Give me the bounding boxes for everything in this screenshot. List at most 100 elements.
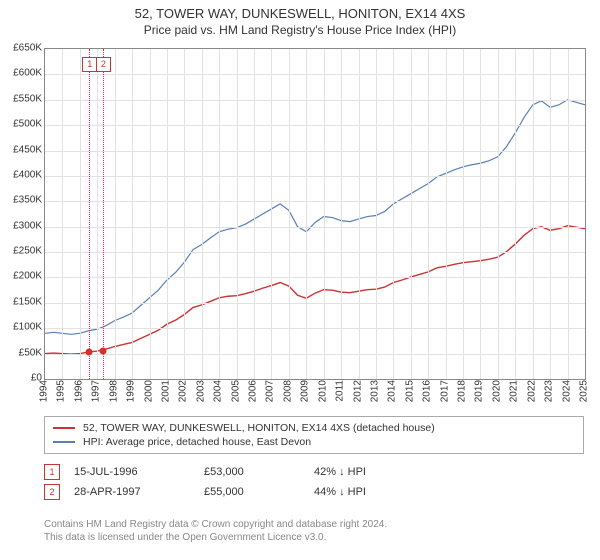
x-tick-label: 1998 <box>108 380 119 402</box>
gridline-v <box>376 49 377 379</box>
gridline-v <box>271 49 272 379</box>
gridline-h <box>45 227 585 228</box>
gridline-v <box>393 49 394 379</box>
marker-guideline <box>103 49 104 379</box>
y-tick-label: £200K <box>2 271 42 282</box>
gridline-v <box>428 49 429 379</box>
gridline-v <box>341 49 342 379</box>
sale-index-box: 1 <box>44 464 60 480</box>
sale-delta: 44% ↓ HPI <box>314 486 454 498</box>
x-tick-label: 2001 <box>160 380 171 402</box>
legend-row: 52, TOWER WAY, DUNKESWELL, HONITON, EX14… <box>53 421 575 435</box>
gridline-v <box>237 49 238 379</box>
x-tick-label: 1995 <box>56 380 67 402</box>
x-tick-label: 2021 <box>509 380 520 402</box>
gridline-v <box>202 49 203 379</box>
chart-subtitle: Price paid vs. HM Land Registry's House … <box>0 23 600 37</box>
y-tick-label: £500K <box>2 119 42 130</box>
chart-title: 52, TOWER WAY, DUNKESWELL, HONITON, EX14… <box>0 6 600 21</box>
y-tick-label: £450K <box>2 144 42 155</box>
series-line <box>45 100 585 335</box>
series-line <box>45 226 585 354</box>
footer-copyright: Contains HM Land Registry data © Crown c… <box>44 518 584 531</box>
gridline-h <box>45 277 585 278</box>
x-tick-label: 2017 <box>439 380 450 402</box>
y-tick-label: £100K <box>2 322 42 333</box>
x-tick-label: 2000 <box>143 380 154 402</box>
x-tick-label: 2015 <box>404 380 415 402</box>
sale-index-box: 2 <box>44 484 60 500</box>
sale-date: 15-JUL-1996 <box>74 466 204 478</box>
x-tick-label: 2019 <box>474 380 485 402</box>
footer: Contains HM Land Registry data © Crown c… <box>44 518 584 544</box>
gridline-h <box>45 328 585 329</box>
gridline-v <box>568 49 569 379</box>
x-tick-label: 2005 <box>230 380 241 402</box>
x-tick-label: 2016 <box>422 380 433 402</box>
x-tick-label: 2023 <box>544 380 555 402</box>
sale-records: 115-JUL-1996£53,00042% ↓ HPI228-APR-1997… <box>44 462 584 502</box>
gridline-v <box>463 49 464 379</box>
y-tick-label: £650K <box>2 43 42 54</box>
gridline-h <box>45 201 585 202</box>
x-tick-label: 2022 <box>526 380 537 402</box>
x-tick-label: 2002 <box>178 380 189 402</box>
gridline-h <box>45 354 585 355</box>
gridline-v <box>62 49 63 379</box>
y-tick-label: £400K <box>2 169 42 180</box>
y-tick-label: £0 <box>2 373 42 384</box>
gridline-v <box>115 49 116 379</box>
sale-date: 28-APR-1997 <box>74 486 204 498</box>
y-tick-label: £600K <box>2 68 42 79</box>
x-tick-label: 1996 <box>73 380 84 402</box>
marker-index-box: 2 <box>96 57 111 72</box>
gridline-v <box>289 49 290 379</box>
x-tick-label: 2008 <box>282 380 293 402</box>
y-tick-label: £350K <box>2 195 42 206</box>
x-tick-label: 2014 <box>387 380 398 402</box>
gridline-h <box>45 74 585 75</box>
legend-box: 52, TOWER WAY, DUNKESWELL, HONITON, EX14… <box>44 416 584 454</box>
chart-lines-svg <box>45 49 585 379</box>
legend: 52, TOWER WAY, DUNKESWELL, HONITON, EX14… <box>44 416 584 502</box>
plot-area: 12 <box>44 48 586 380</box>
gridline-v <box>550 49 551 379</box>
footer-licence: This data is licensed under the Open Gov… <box>44 531 584 544</box>
gridline-v <box>533 49 534 379</box>
gridline-h <box>45 151 585 152</box>
gridline-h <box>45 176 585 177</box>
gridline-v <box>498 49 499 379</box>
gridline-v <box>411 49 412 379</box>
gridline-v <box>150 49 151 379</box>
legend-swatch <box>53 441 75 443</box>
gridline-v <box>167 49 168 379</box>
x-tick-label: 2010 <box>317 380 328 402</box>
gridline-v <box>306 49 307 379</box>
x-tick-label: 2003 <box>195 380 206 402</box>
marker-dot <box>86 349 93 356</box>
legend-label: 52, TOWER WAY, DUNKESWELL, HONITON, EX14… <box>83 422 435 434</box>
y-tick-label: £150K <box>2 296 42 307</box>
y-tick-label: £550K <box>2 93 42 104</box>
x-tick-label: 2020 <box>491 380 502 402</box>
gridline-v <box>184 49 185 379</box>
gridline-v <box>515 49 516 379</box>
gridline-v <box>359 49 360 379</box>
x-tick-label: 2004 <box>213 380 224 402</box>
marker-dot <box>99 348 106 355</box>
x-tick-label: 2013 <box>369 380 380 402</box>
gridline-h <box>45 125 585 126</box>
gridline-v <box>480 49 481 379</box>
legend-swatch <box>53 427 75 429</box>
chart-title-block: 52, TOWER WAY, DUNKESWELL, HONITON, EX14… <box>0 0 600 37</box>
x-tick-label: 2025 <box>579 380 590 402</box>
gridline-h <box>45 252 585 253</box>
gridline-h <box>45 303 585 304</box>
x-tick-label: 2011 <box>335 380 346 402</box>
y-tick-label: £50K <box>2 347 42 358</box>
x-tick-label: 2012 <box>352 380 363 402</box>
gridline-v <box>97 49 98 379</box>
gridline-v <box>80 49 81 379</box>
gridline-h <box>45 100 585 101</box>
x-tick-label: 1997 <box>91 380 102 402</box>
